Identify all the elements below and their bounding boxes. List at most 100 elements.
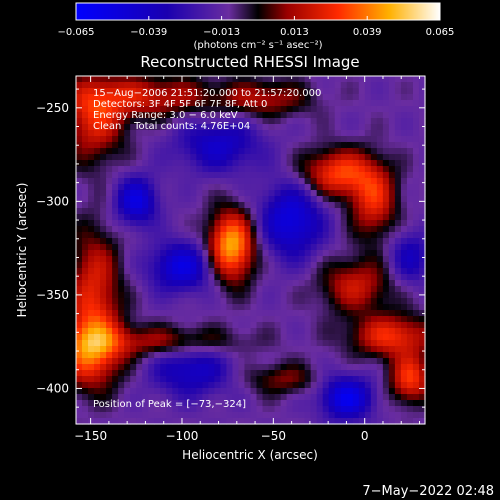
heatmap-cell [178,214,185,221]
heatmap-cell [154,130,161,137]
heatmap-cell [136,340,143,347]
heatmap-cell [142,292,149,299]
heatmap-cell [304,370,312,377]
heatmap-cell [148,256,155,263]
heatmap-cell [142,274,149,281]
heatmap-cell [76,232,83,239]
heatmap-cell [412,178,420,185]
heatmap-cell [286,274,294,281]
heatmap-cell [190,364,197,371]
heatmap-cell [130,250,137,257]
heatmap-cell [178,82,185,89]
heatmap-cell [286,286,294,293]
heatmap-cell [406,406,414,413]
heatmap-cell [136,154,143,161]
heatmap-cell [256,262,264,269]
heatmap-cell [262,106,270,113]
heatmap-cell [280,76,288,83]
heatmap-cell [418,82,426,89]
heatmap-cell [124,238,131,245]
heatmap-cell [214,274,222,281]
heatmap-cell [352,106,360,113]
heatmap-cell [238,418,246,425]
heatmap-cell [160,274,167,281]
heatmap-cell [256,106,264,113]
heatmap-cell [214,130,222,137]
heatmap-cell [112,358,119,365]
heatmap-cell [262,208,270,215]
heatmap-cell [196,256,203,263]
heatmap-cell [340,412,348,419]
heatmap-cell [226,208,234,215]
heatmap-cell [370,214,378,221]
heatmap-cell [376,274,384,281]
heatmap-cell [352,340,360,347]
heatmap-cell [106,208,113,215]
heatmap-cell [382,340,390,347]
heatmap-cell [88,400,95,407]
heatmap-cell [340,364,348,371]
heatmap-cell [190,118,197,125]
heatmap-cell [298,388,306,395]
heatmap-cell [208,388,215,395]
heatmap-cell [130,382,137,389]
heatmap-cell [346,238,354,245]
heatmap-cell [106,130,113,137]
heatmap-cell [190,76,197,83]
heatmap-cell [232,94,240,101]
heatmap-cell [142,310,149,317]
heatmap-cell [172,214,179,221]
heatmap-cell [160,304,167,311]
heatmap-cell [250,88,258,95]
heatmap-cell [322,190,330,197]
heatmap-cell [304,400,312,407]
heatmap-cell [202,160,209,167]
heatmap-cell [328,76,336,83]
heatmap-cell [76,160,83,167]
heatmap-cell [268,214,276,221]
heatmap-cell [184,196,191,203]
heatmap-cell [100,118,107,125]
heatmap-cell [346,118,354,125]
heatmap-cell [208,142,215,149]
heatmap-cell [244,268,252,275]
heatmap-cell [310,106,318,113]
heatmap-cell [412,160,420,167]
heatmap-cell [142,178,149,185]
heatmap-cell [112,238,119,245]
heatmap-cell [388,178,396,185]
heatmap-cell [94,148,101,155]
heatmap-cell [340,334,348,341]
heatmap-cell [304,94,312,101]
heatmap-cell [190,214,197,221]
heatmap-cell [364,268,372,275]
heatmap-cell [316,364,324,371]
heatmap-cell [418,208,426,215]
heatmap-cell [202,280,209,287]
heatmap-cell [106,382,113,389]
heatmap-cell [376,388,384,395]
heatmap-cell [76,202,83,209]
heatmap-cell [382,166,390,173]
heatmap-cell [166,316,173,323]
heatmap-cell [316,88,324,95]
colorbar-tick-label: −0.013 [203,27,240,38]
heatmap-cell [190,250,197,257]
heatmap-cell [334,382,342,389]
heatmap-cell [244,256,252,263]
heatmap-cell [232,358,240,365]
heatmap-cell [118,208,125,215]
heatmap-cell [154,148,161,155]
heatmap-cell [292,340,300,347]
heatmap-cell [280,88,288,95]
heatmap-cell [298,358,306,365]
heatmap-cell [346,130,354,137]
heatmap-cell [160,406,167,413]
heatmap-cell [142,328,149,335]
heatmap-cell [400,112,408,119]
heatmap-cell [148,196,155,203]
heatmap-cell [94,262,101,269]
heatmap-cell [346,124,354,131]
heatmap-cell [130,160,137,167]
heatmap-cell [346,280,354,287]
